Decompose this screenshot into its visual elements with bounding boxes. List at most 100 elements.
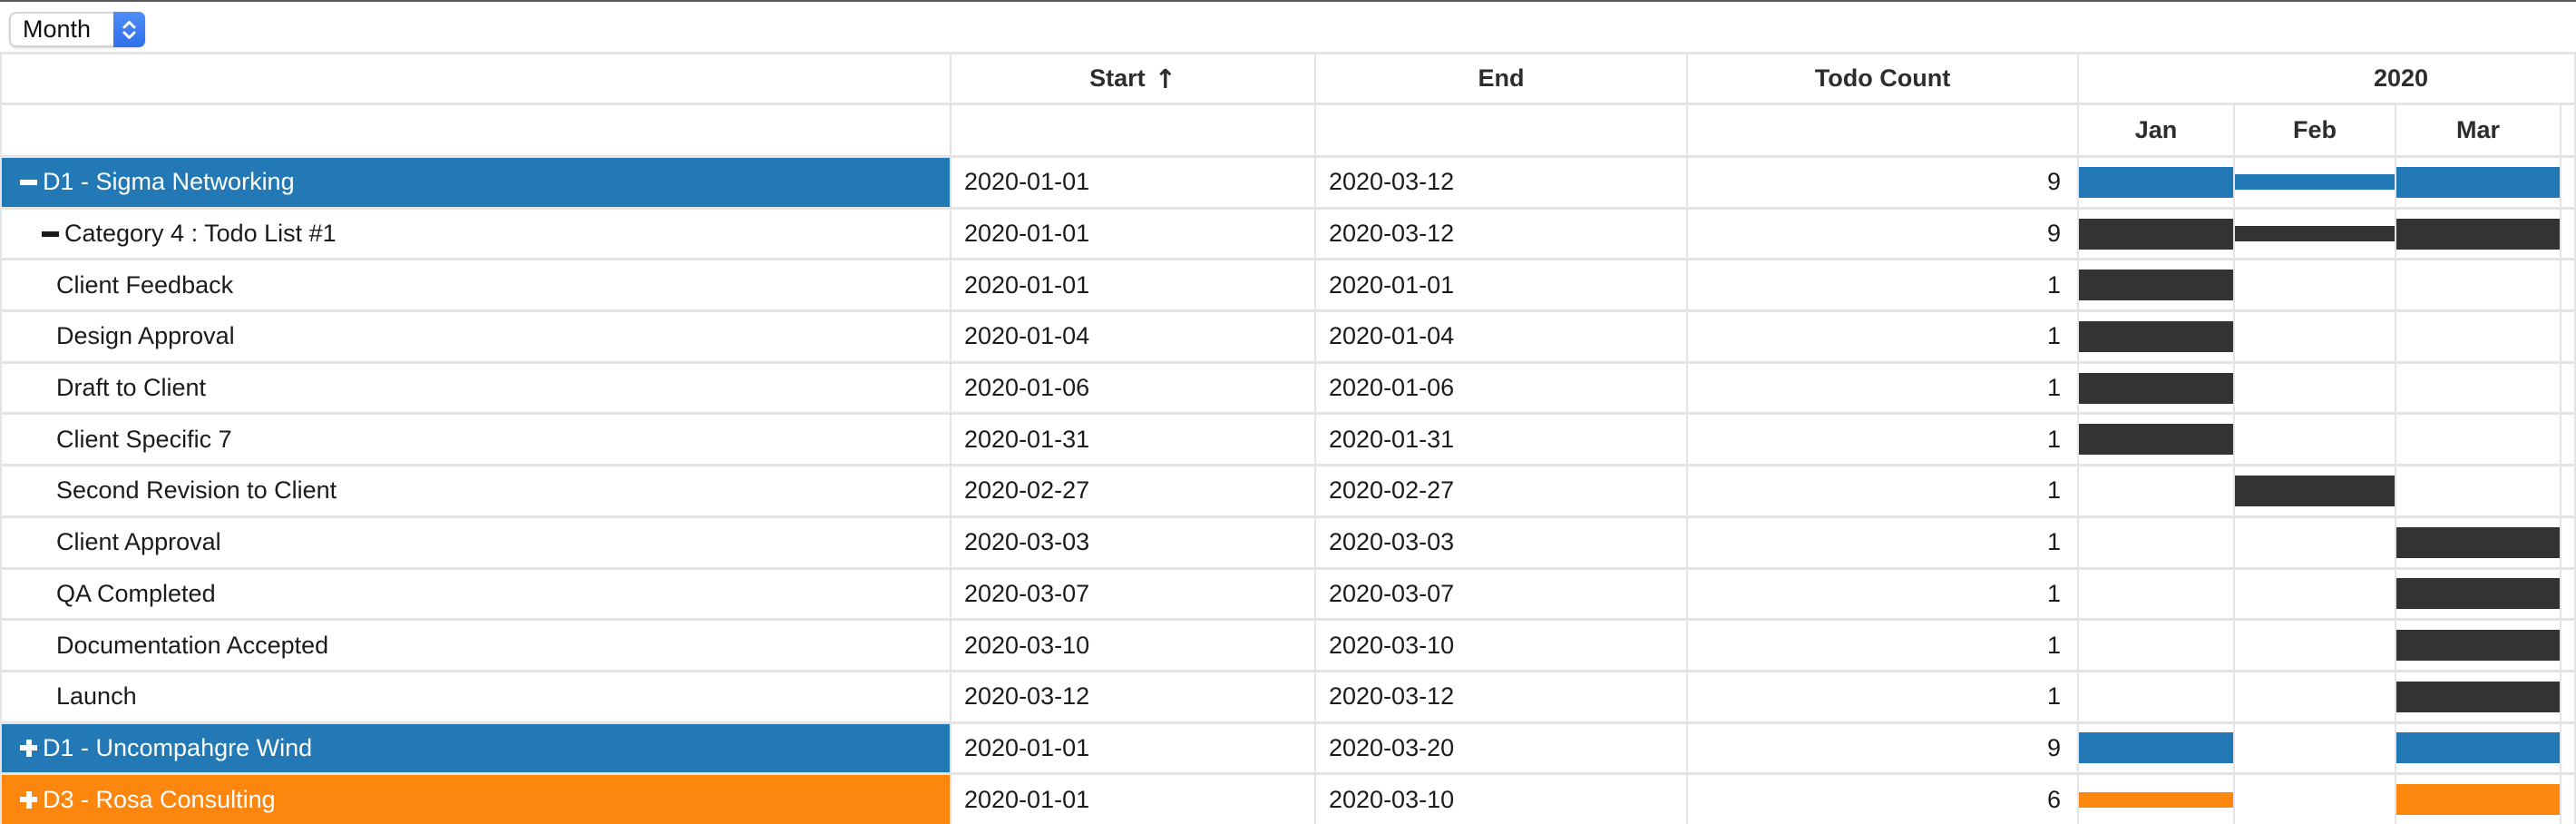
month-cell [2079, 158, 2235, 207]
month-cell [2235, 775, 2396, 824]
gantt-bar [2396, 578, 2560, 610]
month-cell [2396, 723, 2561, 773]
column-header-todo-count[interactable]: Todo Count [1688, 54, 2079, 103]
month-cell [2235, 312, 2396, 361]
row-name-cell[interactable]: D1 - Sigma Networking [2, 158, 951, 207]
start-date-cell: 2020-02-27 [951, 466, 1316, 515]
end-date-cell: 2020-03-10 [1316, 621, 1688, 670]
row-name-cell: Launch [2, 672, 951, 721]
row-label: QA Completed [56, 579, 216, 607]
sort-ascending-icon: ↑ [1154, 63, 1176, 94]
start-date-cell: 2020-01-06 [951, 363, 1316, 413]
month-cell [2561, 621, 2574, 670]
todo-count-cell: 1 [1688, 466, 2079, 515]
end-date-cell: 2020-03-20 [1316, 723, 1688, 773]
month-cell [2235, 158, 2396, 207]
row-label: Draft to Client [56, 374, 207, 402]
column-header-name [2, 54, 951, 103]
gantt-bar [2079, 320, 2233, 352]
gantt-bar [2235, 475, 2395, 506]
month-cell [2235, 209, 2396, 259]
month-cell [2396, 312, 2561, 361]
month-cell [2561, 466, 2574, 515]
end-date-cell: 2020-03-12 [1316, 672, 1688, 721]
row-label: Documentation Accepted [56, 631, 329, 659]
month-cell [2235, 723, 2396, 773]
month-cell [2561, 260, 2574, 309]
table-row: Client Feedback 2020-01-01 2020-01-01 1 [2, 260, 2574, 313]
month-cell [2396, 363, 2561, 413]
todo-count-cell: 1 [1688, 621, 2079, 670]
month-cell [2561, 158, 2574, 207]
start-date-cell: 2020-01-01 [951, 775, 1316, 824]
row-name-cell: Client Feedback [2, 260, 951, 310]
column-header-start-label: Start [1089, 64, 1146, 92]
gantt-bar [2079, 372, 2233, 404]
month-header: Feb [2235, 105, 2396, 155]
end-date-cell: 2020-01-06 [1316, 363, 1688, 413]
header-row: Start ↑ End Todo Count 2020 [2, 54, 2574, 105]
month-cell [2079, 569, 2235, 619]
gantt-bar [2079, 732, 2233, 764]
todo-count-cell: 1 [1688, 312, 2079, 361]
month-cell [2561, 415, 2574, 464]
gantt-bar [2079, 166, 2233, 198]
row-label: Client Approval [56, 528, 221, 556]
month-cell [2235, 415, 2396, 465]
gantt-bar [2396, 681, 2560, 712]
month-cell [2396, 415, 2561, 465]
collapse-icon[interactable] [20, 173, 37, 191]
gantt-bar [2235, 226, 2395, 242]
month-header-row: Jan Feb Mar [2, 105, 2574, 158]
month-cell [2561, 518, 2574, 567]
row-name-cell[interactable]: Category 4 : Todo List #1 [2, 209, 951, 259]
month-cell [2396, 621, 2561, 670]
column-header-start[interactable]: Start ↑ [951, 54, 1316, 103]
month-cell [2079, 466, 2235, 515]
month-cell [2561, 672, 2574, 721]
month-cell [2561, 312, 2574, 361]
gantt-bar [2396, 526, 2560, 558]
row-name-cell[interactable]: D1 - Uncompahgre Wind [2, 723, 951, 773]
timescale-select[interactable]: Month [9, 12, 145, 47]
timescale-value: Month [23, 15, 92, 43]
end-date-cell: 2020-03-10 [1316, 775, 1688, 824]
todo-count-cell: 1 [1688, 363, 2079, 413]
end-date-cell: 2020-03-12 [1316, 158, 1688, 207]
todo-count-cell: 9 [1688, 158, 2079, 207]
start-date-cell: 2020-01-01 [951, 158, 1316, 207]
todo-count-cell: 1 [1688, 415, 2079, 465]
table-row: Client Approval 2020-03-03 2020-03-03 1 [2, 517, 2574, 570]
row-name-cell: Client Specific 7 [2, 415, 951, 465]
gantt-bar [2396, 784, 2560, 816]
collapse-icon[interactable] [42, 225, 59, 242]
gantt-bar [2079, 270, 2233, 301]
month-cell [2079, 312, 2235, 361]
gantt-bar [2079, 424, 2233, 456]
end-date-cell: 2020-02-27 [1316, 466, 1688, 515]
expand-icon[interactable] [20, 739, 37, 757]
group-row: D1 - Uncompahgre Wind 2020-01-01 2020-03-2… [2, 723, 2574, 776]
column-header-end[interactable]: End [1316, 54, 1688, 103]
year-header: 2020 [2373, 64, 2429, 92]
month-cell [2235, 569, 2396, 619]
expand-icon[interactable] [20, 790, 37, 809]
start-date-cell: 2020-03-03 [951, 517, 1316, 567]
month-cell [2396, 260, 2561, 310]
month-cell [2396, 466, 2561, 515]
row-name-cell: Client Approval [2, 517, 951, 567]
end-date-cell: 2020-01-04 [1316, 312, 1688, 361]
month-cell [2079, 621, 2235, 670]
month-cell [2396, 517, 2561, 567]
gantt-bar [2396, 218, 2560, 250]
month-cell [2396, 158, 2561, 207]
month-header: Jan [2079, 105, 2235, 155]
row-name-cell[interactable]: D3 - Rosa Consulting [2, 775, 951, 824]
month-cell [2396, 569, 2561, 619]
row-label: Second Revision to Client [56, 476, 337, 505]
end-date-cell: 2020-03-12 [1316, 209, 1688, 259]
table-row: Second Revision to Client 2020-02-27 2020-… [2, 466, 2574, 518]
row-name-cell: Draft to Client [2, 363, 951, 413]
month-cell [2079, 260, 2235, 310]
row-label: D1 - Uncompahgre Wind [43, 733, 313, 761]
